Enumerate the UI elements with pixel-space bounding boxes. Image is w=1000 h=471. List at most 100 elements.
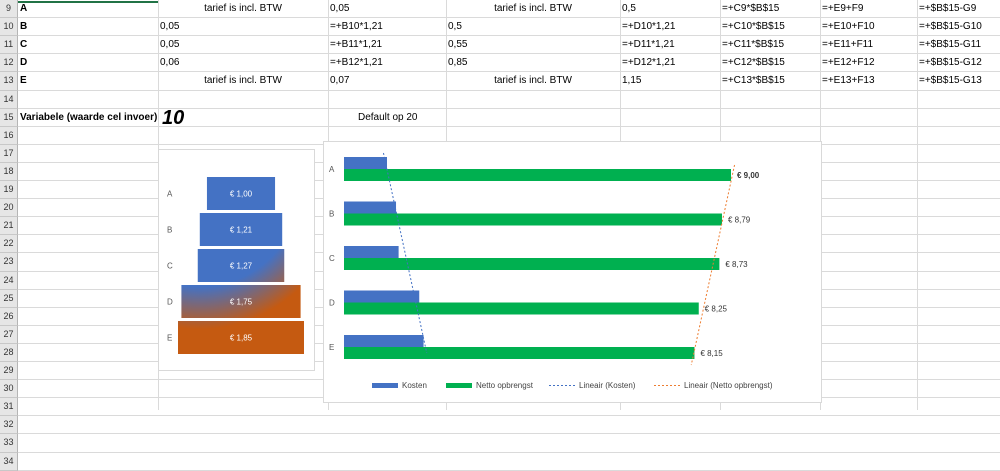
row-header-33[interactable]: 33 — [0, 434, 18, 453]
cell-d9[interactable]: tarief is incl. BTW — [494, 3, 572, 14]
row-header-17[interactable]: 17 — [0, 145, 18, 163]
row-header-11[interactable]: 11 — [0, 36, 18, 54]
row-gridline — [18, 452, 1000, 453]
row-header-14[interactable]: 14 — [0, 91, 18, 109]
cell-b13[interactable]: tarief is incl. BTW — [204, 75, 282, 86]
cell-f10[interactable]: =+C10*$B$15 — [722, 21, 785, 32]
row-header-10[interactable]: 10 — [0, 18, 18, 36]
netto-bar-c[interactable] — [344, 258, 720, 270]
cell-h13[interactable]: =+$B$15-G13 — [919, 75, 982, 86]
cell-f13[interactable]: =+C13*$B$15 — [722, 75, 785, 86]
row-header-25[interactable]: 25 — [0, 290, 18, 308]
row-header-28[interactable]: 28 — [0, 344, 18, 362]
row-header-9[interactable]: 9 — [0, 0, 18, 18]
cell-f11[interactable]: =+C11*$B$15 — [722, 39, 785, 50]
netto-bar-b[interactable] — [344, 213, 722, 226]
funnel-bar-d[interactable] — [181, 285, 301, 318]
bar-category-d: D — [329, 299, 335, 308]
kosten-bar-d[interactable] — [344, 290, 420, 303]
cell-h10[interactable]: =+$B$15-G10 — [919, 21, 982, 32]
netto-bar-a[interactable] — [344, 169, 731, 181]
row-header-22[interactable]: 22 — [0, 235, 18, 253]
funnel-bar-c[interactable] — [197, 249, 285, 282]
kosten-bar-b[interactable] — [344, 201, 397, 214]
cell-b9[interactable]: tarief is incl. BTW — [204, 3, 282, 14]
row-header-13[interactable]: 13 — [0, 72, 18, 91]
cell-d11[interactable]: 0,55 — [448, 39, 468, 50]
cell-f12[interactable]: =+C12*$B$15 — [722, 57, 785, 68]
cell-c11[interactable]: =+B11*1,21 — [330, 39, 383, 50]
cell-e13[interactable]: 1,15 — [622, 75, 642, 86]
cell-b11[interactable]: 0,05 — [160, 39, 180, 50]
cell-a10[interactable]: B — [20, 21, 28, 32]
cell-g12[interactable]: =+E12+F12 — [822, 57, 875, 68]
kosten-bar-c[interactable] — [344, 246, 399, 258]
cell-g11[interactable]: =+E11+F11 — [822, 39, 874, 50]
row-header-24[interactable]: 24 — [0, 272, 18, 290]
cell-f9[interactable]: =+C9*$B$15 — [722, 3, 780, 14]
bar-category-b: B — [329, 210, 334, 219]
variable-label[interactable]: Variabele (waarde cel invoer) — [20, 112, 158, 123]
cell-a11[interactable]: C — [20, 39, 28, 50]
cell-d10[interactable]: 0,5 — [448, 21, 462, 32]
netto-bar-d[interactable] — [344, 302, 699, 315]
cell-d13[interactable]: tarief is incl. BTW — [494, 75, 572, 86]
row-header-19[interactable]: 19 — [0, 181, 18, 199]
default-note: Default op 20 — [358, 112, 418, 123]
cell-h9[interactable]: =+$B$15-G9 — [919, 3, 977, 14]
funnel-bar-e[interactable] — [178, 321, 304, 354]
cell-g9[interactable]: =+E9+F9 — [822, 3, 864, 14]
variable-value[interactable]: 10 — [162, 107, 185, 129]
netto-bar-e[interactable] — [344, 347, 695, 359]
cell-a9[interactable]: A — [20, 3, 28, 14]
funnel-bar-a[interactable] — [206, 177, 276, 210]
cell-a12[interactable]: D — [20, 57, 28, 68]
cell-c10[interactable]: =+B10*1,21 — [330, 21, 383, 32]
netto-data-label-c: € 8,73 — [725, 260, 748, 269]
funnel-label-c: € 1,27 — [230, 262, 253, 271]
cell-h11[interactable]: =+$B$15-G11 — [919, 39, 982, 50]
legend-kosten-swatch — [372, 383, 398, 388]
kosten-bar-a[interactable] — [344, 157, 387, 169]
row-gridline — [18, 17, 1000, 18]
row-header-18[interactable]: 18 — [0, 163, 18, 181]
cell-c12[interactable]: =+B12*1,21 — [330, 57, 383, 68]
row-header-15[interactable]: 15 — [0, 109, 18, 127]
row-gridline — [18, 53, 1000, 54]
bar-chart[interactable]: A € 9,00 B € 8,79 C € 8,73 D € 8,25 E € 8,15 Koste… — [323, 141, 822, 403]
funnel-chart[interactable]: € 1,00 A € 1,21 B € 1,27 C € 1,75 D € 1,85 E — [158, 149, 315, 371]
cell-c9[interactable]: 0,05 — [330, 3, 350, 14]
cell-g13[interactable]: =+E13+F13 — [822, 75, 875, 86]
row-header-27[interactable]: 27 — [0, 326, 18, 344]
cell-g10[interactable]: =+E10+F10 — [822, 21, 875, 32]
row-gridline — [18, 90, 1000, 91]
row-header-30[interactable]: 30 — [0, 380, 18, 398]
row-header-34[interactable]: 34 — [0, 453, 18, 471]
row-header-29[interactable]: 29 — [0, 362, 18, 380]
cell-h12[interactable]: =+$B$15-G12 — [919, 57, 982, 68]
row-header-12[interactable]: 12 — [0, 54, 18, 72]
column-gridline — [917, 0, 918, 410]
row-header-21[interactable]: 21 — [0, 217, 18, 235]
funnel-category-c: C — [167, 262, 173, 271]
cell-b10[interactable]: 0,05 — [160, 21, 180, 32]
row-header-20[interactable]: 20 — [0, 199, 18, 217]
row-gridline — [18, 108, 1000, 109]
row-header-32[interactable]: 32 — [0, 416, 18, 434]
cell-b12[interactable]: 0,06 — [160, 57, 180, 68]
row-header-23[interactable]: 23 — [0, 253, 18, 272]
cell-e10[interactable]: =+D10*1,21 — [622, 21, 676, 32]
row-header-26[interactable]: 26 — [0, 308, 18, 326]
cell-d12[interactable]: 0,85 — [448, 57, 468, 68]
row-header-31[interactable]: 31 — [0, 398, 18, 416]
cell-a13[interactable]: E — [20, 75, 27, 86]
row-gridline — [18, 433, 1000, 434]
funnel-bar-b[interactable] — [199, 213, 283, 246]
kosten-bar-e[interactable] — [344, 335, 424, 347]
cell-e12[interactable]: =+D12*1,21 — [622, 57, 676, 68]
row-header-16[interactable]: 16 — [0, 127, 18, 145]
cell-e9[interactable]: 0,5 — [622, 3, 636, 14]
funnel-label-e: € 1,85 — [230, 334, 253, 343]
cell-c13[interactable]: 0,07 — [330, 75, 350, 86]
cell-e11[interactable]: =+D11*1,21 — [622, 39, 675, 50]
